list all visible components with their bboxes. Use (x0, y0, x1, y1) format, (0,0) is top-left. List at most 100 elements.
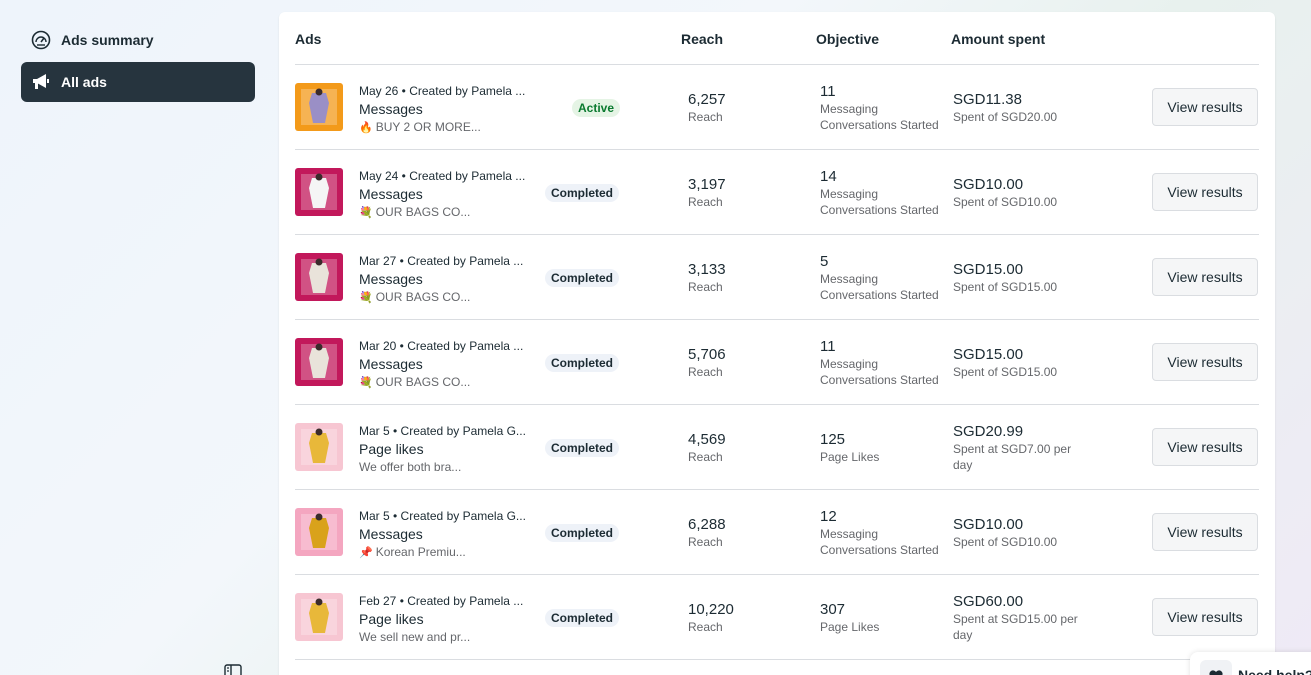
view-results-button[interactable]: View results (1152, 173, 1258, 211)
objective-cell: 11 Messaging Conversations Started (820, 338, 945, 388)
emoji-icon: 💐 (359, 292, 373, 304)
table-row[interactable]: May 24 • Created by Pamela ... Messages … (295, 150, 1259, 235)
need-help-button[interactable]: Need help? (1190, 652, 1311, 675)
objective-cell: 11 Messaging Conversations Started (820, 83, 945, 133)
objective-value: 14 (820, 168, 837, 185)
table-row[interactable]: Feb 27 • Created by Pamela ... Page like… (295, 575, 1259, 660)
objective-cell: 125 Page Likes (820, 431, 945, 465)
ad-text-label: OUR BAGS CO... (375, 375, 471, 389)
ad-text-preview: 💐 OUR BAGS CO... (359, 204, 529, 220)
emoji-icon: 💐 (359, 207, 373, 219)
table-row[interactable]: Mar 5 • Created by Pamela G... Messages … (295, 490, 1259, 575)
ad-text-label: OUR BAGS CO... (375, 290, 471, 304)
ad-created-info: Feb 27 • Created by Pamela ... (359, 594, 524, 608)
status-badge: Completed (545, 354, 620, 372)
gauge-icon (31, 30, 51, 50)
status-badge: Completed (545, 609, 620, 627)
ad-type: Messages (359, 526, 423, 542)
ad-type: Messages (359, 356, 423, 372)
sidebar-item-ads-summary[interactable]: Ads summary (21, 20, 255, 60)
amount-spent-label: Spent of SGD15.00 (953, 280, 1058, 294)
objective-cell: 12 Messaging Conversations Started (820, 508, 945, 558)
ad-text-label: BUY 2 OR MORE... (375, 120, 481, 134)
objective-cell: 14 Messaging Conversations Started (820, 168, 945, 218)
ad-created-info: Mar 5 • Created by Pamela G... (359, 509, 526, 523)
reach-cell: 3,133 Reach (688, 261, 726, 295)
ad-text-label: We sell new and pr... (359, 630, 471, 644)
view-results-button[interactable]: View results (1152, 343, 1258, 381)
ad-text-preview: 🔥 BUY 2 OR MORE... (359, 119, 529, 135)
column-header-ads: Ads (295, 31, 322, 47)
sidebar-item-all-ads[interactable]: All ads (21, 62, 255, 102)
table-header: Ads Reach Objective Amount spent (295, 12, 1259, 65)
table-row[interactable]: Mar 5 • Created by Pamela G... Page like… (295, 405, 1259, 490)
objective-cell: 5 Messaging Conversations Started (820, 253, 945, 303)
ad-text-preview: 📌 Korean Premiu... (359, 544, 529, 560)
objective-value: 5 (820, 253, 829, 270)
reach-value: 6,288 (688, 516, 726, 533)
status-badge: Completed (545, 439, 620, 457)
reach-cell: 4,569 Reach (688, 431, 726, 465)
view-results-button[interactable]: View results (1152, 258, 1258, 296)
objective-label: Page Likes (820, 620, 880, 634)
ad-thumbnail[interactable] (295, 83, 343, 131)
reach-cell: 10,220 Reach (688, 601, 734, 635)
help-icon (1200, 660, 1232, 675)
emoji-icon: 🔥 (359, 122, 373, 134)
objective-value: 12 (820, 508, 837, 525)
need-help-label: Need help? (1238, 667, 1311, 675)
table-row[interactable]: Mar 20 • Created by Pamela ... Messages … (295, 320, 1259, 405)
amount-spent-value: SGD10.00 (953, 516, 1024, 533)
amount-spent-cell: SGD11.38 Spent of SGD20.00 (953, 91, 1083, 125)
collapse-sidebar-icon[interactable] (224, 664, 242, 675)
status-badge: Completed (545, 269, 620, 287)
sidebar: Ads summary All ads (0, 0, 270, 675)
objective-value: 11 (820, 338, 836, 355)
reach-cell: 6,288 Reach (688, 516, 726, 550)
view-results-button[interactable]: View results (1152, 428, 1258, 466)
ad-type: Messages (359, 101, 423, 117)
amount-spent-label: Spent at SGD7.00 per day (953, 442, 1072, 472)
reach-label: Reach (688, 620, 723, 634)
objective-label: Messaging Conversations Started (820, 102, 939, 132)
view-results-button[interactable]: View results (1152, 598, 1258, 636)
view-results-button[interactable]: View results (1152, 513, 1258, 551)
reach-value: 5,706 (688, 346, 726, 363)
objective-value: 307 (820, 601, 846, 618)
emoji-icon: 💐 (359, 377, 373, 389)
ad-thumbnail[interactable] (295, 423, 343, 471)
reach-cell: 6,257 Reach (688, 91, 726, 125)
emoji-icon: 📌 (359, 547, 373, 559)
ad-type: Page likes (359, 441, 424, 457)
ad-thumbnail[interactable] (295, 168, 343, 216)
objective-label: Page Likes (820, 450, 880, 464)
amount-spent-label: Spent of SGD10.00 (953, 195, 1058, 209)
amount-spent-cell: SGD10.00 Spent of SGD10.00 (953, 176, 1083, 210)
table-row[interactable]: May 26 • Created by Pamela ... Messages … (295, 65, 1259, 150)
reach-label: Reach (688, 110, 723, 124)
amount-spent-label: Spent of SGD15.00 (953, 365, 1058, 379)
ad-created-info: Mar 5 • Created by Pamela G... (359, 424, 526, 438)
ad-thumbnail[interactable] (295, 253, 343, 301)
objective-value: 125 (820, 431, 846, 448)
amount-spent-cell: SGD10.00 Spent of SGD10.00 (953, 516, 1083, 550)
view-results-button[interactable]: View results (1152, 88, 1258, 126)
amount-spent-cell: SGD60.00 Spent at SGD15.00 per day (953, 593, 1083, 643)
objective-label: Messaging Conversations Started (820, 357, 939, 387)
ad-text-preview: 💐 OUR BAGS CO... (359, 289, 529, 305)
amount-spent-cell: SGD20.99 Spent at SGD7.00 per day (953, 423, 1083, 473)
reach-label: Reach (688, 280, 723, 294)
reach-cell: 5,706 Reach (688, 346, 726, 380)
reach-value: 3,133 (688, 261, 726, 278)
ad-thumbnail[interactable] (295, 338, 343, 386)
ad-thumbnail[interactable] (295, 508, 343, 556)
ad-type: Page likes (359, 611, 424, 627)
reach-value: 6,257 (688, 91, 726, 108)
ad-text-label: Korean Premiu... (375, 545, 466, 559)
objective-value: 11 (820, 83, 836, 100)
reach-value: 10,220 (688, 601, 734, 618)
ad-type: Messages (359, 271, 423, 287)
table-row[interactable]: Mar 27 • Created by Pamela ... Messages … (295, 235, 1259, 320)
column-header-reach: Reach (681, 31, 724, 47)
ad-thumbnail[interactable] (295, 593, 343, 641)
